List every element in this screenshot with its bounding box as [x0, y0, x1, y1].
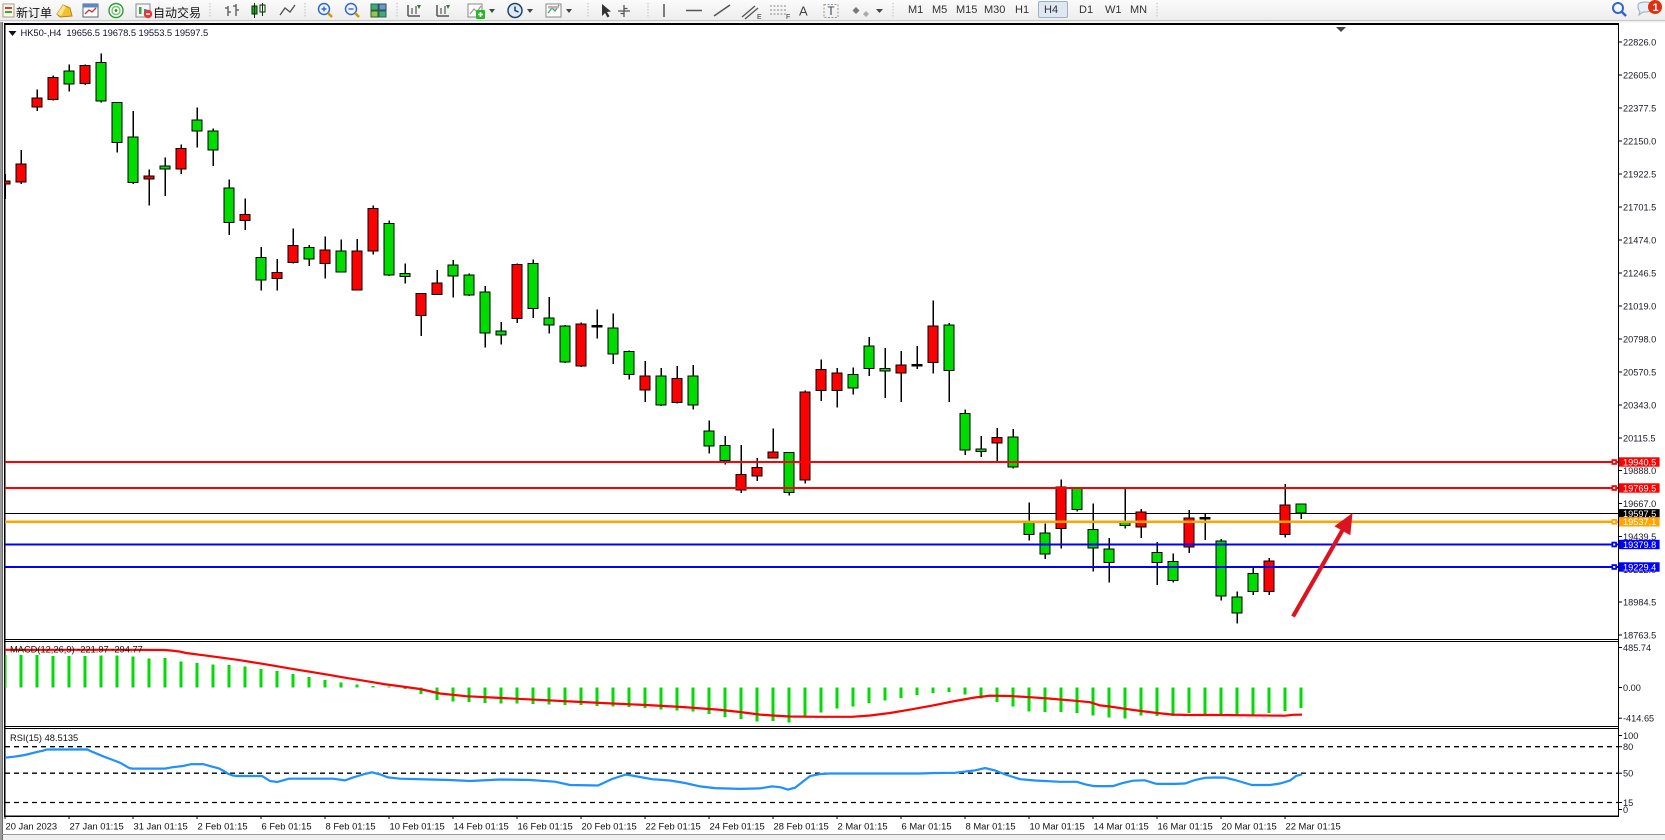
svg-text:MACD(12,26,9) -221.97 -294.77: MACD(12,26,9) -221.97 -294.77: [10, 645, 143, 655]
svg-text:28 Feb 01:15: 28 Feb 01:15: [774, 820, 829, 831]
svg-text:0: 0: [1623, 805, 1628, 815]
svg-text:20570.5: 20570.5: [1623, 367, 1656, 377]
svg-text:24 Feb 01:15: 24 Feb 01:15: [710, 820, 765, 831]
svg-text:-414.65: -414.65: [1623, 714, 1654, 724]
svg-text:22 Feb 01:15: 22 Feb 01:15: [646, 820, 701, 831]
svg-text:16 Feb 01:15: 16 Feb 01:15: [518, 820, 573, 831]
svg-text:19667.0: 19667.0: [1623, 499, 1656, 509]
svg-text:19537.1: 19537.1: [1623, 517, 1656, 527]
svg-text:20343.0: 20343.0: [1623, 400, 1656, 410]
svg-text:20 Mar 01:15: 20 Mar 01:15: [1222, 820, 1277, 831]
svg-text:HK50-,H4 19656.5 19678.5 1955: HK50-,H4 19656.5 19678.5 19553.5 19597.5: [21, 27, 209, 38]
svg-text:1: 1: [1653, 2, 1659, 14]
svg-text:485.74: 485.74: [1623, 643, 1651, 653]
svg-text:19888.0: 19888.0: [1623, 466, 1656, 476]
svg-text:RSI(15) 48.5135: RSI(15) 48.5135: [10, 733, 78, 743]
svg-text:T: T: [828, 6, 835, 18]
svg-text:20 Feb 01:15: 20 Feb 01:15: [582, 820, 637, 831]
svg-text:21246.5: 21246.5: [1623, 268, 1656, 278]
svg-text:E: E: [757, 14, 762, 21]
svg-text:6 Feb 01:15: 6 Feb 01:15: [262, 820, 312, 831]
svg-text:8 Mar 01:15: 8 Mar 01:15: [966, 820, 1016, 831]
svg-text:2 Mar 01:15: 2 Mar 01:15: [838, 820, 888, 831]
svg-text:21019.0: 21019.0: [1623, 301, 1656, 311]
svg-text:20 Jan 2023: 20 Jan 2023: [6, 820, 58, 831]
svg-text:22377.5: 22377.5: [1623, 103, 1656, 113]
svg-text:6 Mar 01:15: 6 Mar 01:15: [902, 820, 952, 831]
svg-text:19439.5: 19439.5: [1623, 532, 1656, 542]
svg-text:18763.5: 18763.5: [1623, 630, 1656, 640]
svg-text:14 Mar 01:15: 14 Mar 01:15: [1094, 820, 1149, 831]
svg-text:21701.5: 21701.5: [1623, 202, 1656, 212]
svg-text:2 Feb 01:15: 2 Feb 01:15: [198, 820, 248, 831]
svg-text:80: 80: [1623, 742, 1633, 752]
svg-text:8 Feb 01:15: 8 Feb 01:15: [326, 820, 376, 831]
svg-text:0.00: 0.00: [1623, 683, 1641, 693]
svg-text:22150.0: 22150.0: [1623, 136, 1656, 146]
svg-text:21922.5: 21922.5: [1623, 169, 1656, 179]
svg-text:100: 100: [1623, 731, 1638, 741]
svg-text:19229.4: 19229.4: [1623, 562, 1656, 572]
svg-text:27 Jan 01:15: 27 Jan 01:15: [70, 820, 124, 831]
svg-text:19769.5: 19769.5: [1623, 483, 1656, 493]
svg-text:20115.5: 20115.5: [1623, 433, 1656, 443]
svg-text:18984.5: 18984.5: [1623, 597, 1656, 607]
svg-text:31 Jan 01:15: 31 Jan 01:15: [134, 820, 188, 831]
svg-text:14 Feb 01:15: 14 Feb 01:15: [454, 820, 509, 831]
svg-text:22605.0: 22605.0: [1623, 70, 1656, 80]
svg-text:50: 50: [1623, 769, 1633, 779]
svg-text:21474.0: 21474.0: [1623, 235, 1656, 245]
svg-text:19597.5: 19597.5: [1623, 509, 1656, 519]
svg-text:16 Mar 01:15: 16 Mar 01:15: [1158, 820, 1213, 831]
svg-text:22 Mar 01:15: 22 Mar 01:15: [1286, 820, 1341, 831]
svg-text:19940.5: 19940.5: [1623, 457, 1656, 467]
svg-text:A: A: [799, 4, 808, 19]
svg-text:10 Feb 01:15: 10 Feb 01:15: [390, 820, 445, 831]
svg-text:19379.8: 19379.8: [1623, 540, 1656, 550]
svg-text:22826.0: 22826.0: [1623, 37, 1656, 47]
svg-text:20798.0: 20798.0: [1623, 334, 1656, 344]
svg-text:10 Mar 01:15: 10 Mar 01:15: [1030, 820, 1085, 831]
svg-text:15: 15: [1623, 798, 1633, 808]
svg-text:F: F: [786, 14, 790, 21]
